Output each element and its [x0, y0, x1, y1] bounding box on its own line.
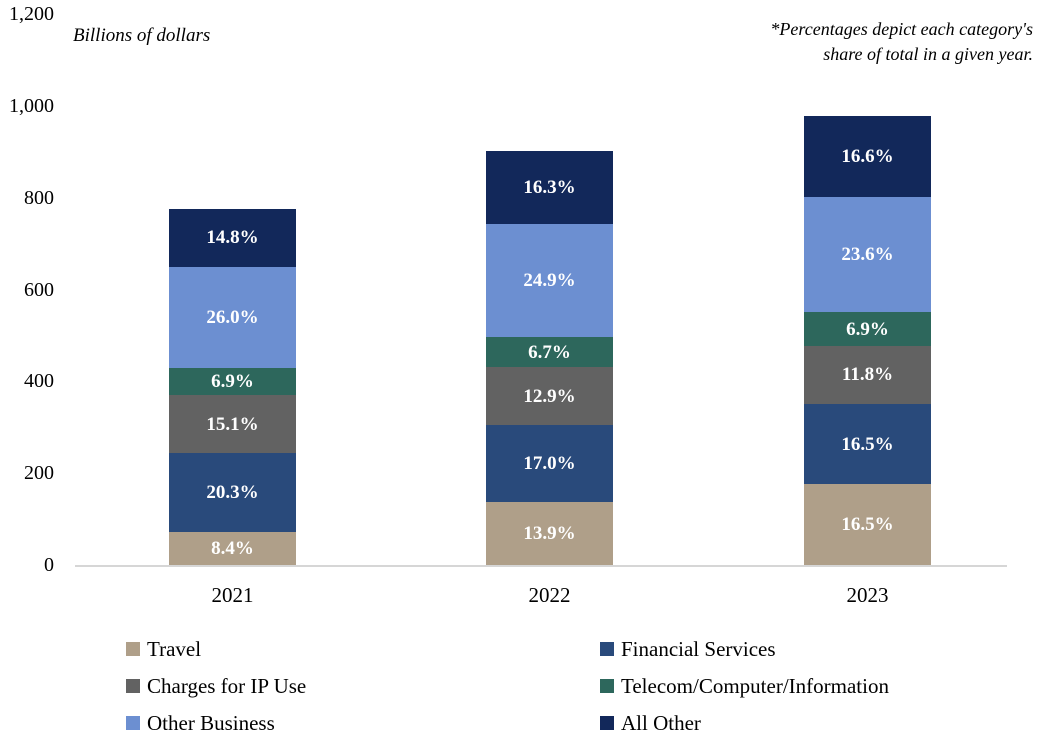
- legend-label: Charges for IP Use: [147, 674, 307, 698]
- bar-segment-other-business: 23.6%: [804, 197, 931, 313]
- bar-segment-charges-for-ip-use: 15.1%: [169, 394, 296, 454]
- legend-swatch-icon: [126, 679, 140, 693]
- segment-percent-label: 23.6%: [841, 244, 894, 266]
- segment-percent-label: 6.7%: [528, 341, 571, 363]
- bar-segment-all-other: 16.6%: [804, 115, 931, 198]
- bar-segment-telecom-computer-information: 6.7%: [486, 336, 613, 368]
- segment-percent-label: 11.8%: [841, 364, 894, 386]
- legend-label: All Other: [621, 711, 701, 735]
- legend-label: Financial Services: [621, 637, 776, 661]
- segment-percent-label: 8.4%: [211, 538, 254, 560]
- bar-segment-telecom-computer-information: 6.9%: [169, 367, 296, 395]
- bar-segment-financial-services: 17.0%: [486, 425, 613, 503]
- legend-item-financial-services: Financial Services: [600, 636, 776, 662]
- bar-segment-all-other: 16.3%: [486, 150, 613, 225]
- legend-item-other-business: Other Business: [126, 710, 275, 736]
- y-axis-tick-label: 200: [24, 462, 54, 485]
- legend-label: Travel: [147, 637, 202, 661]
- y-axis-tick-label: 0: [44, 554, 54, 576]
- segment-percent-label: 16.5%: [841, 433, 894, 455]
- x-axis-year-label: 2021: [211, 583, 254, 607]
- segment-percent-label: 17.0%: [523, 453, 576, 475]
- bar-segment-travel: 16.5%: [804, 484, 931, 565]
- legend-item-travel: Travel: [126, 636, 201, 662]
- bar-segment-charges-for-ip-use: 12.9%: [486, 367, 613, 426]
- bar-segment-telecom-computer-information: 6.9%: [804, 312, 931, 347]
- bar-segment-travel: 8.4%: [169, 532, 296, 565]
- legend-swatch-icon: [600, 642, 614, 656]
- legend-label: Telecom/Computer/Information: [621, 674, 889, 698]
- segment-percent-label: 16.5%: [841, 514, 894, 536]
- segment-percent-label: 12.9%: [523, 385, 576, 407]
- segment-percent-label: 16.3%: [523, 177, 576, 199]
- segment-percent-label: 26.0%: [206, 306, 259, 328]
- y-axis-tick-label: 400: [24, 370, 54, 393]
- x-axis-line: [75, 565, 1007, 567]
- y-axis-tick-label: 800: [24, 186, 54, 209]
- legend-swatch-icon: [600, 716, 614, 730]
- x-axis-year-label: 2022: [528, 583, 571, 607]
- footnote-line-1: *Percentages depict each category's: [770, 19, 1033, 39]
- footnote-line-2: share of total in a given year.: [823, 44, 1033, 64]
- segment-percent-label: 14.8%: [206, 227, 259, 249]
- x-axis-year-label: 2023: [846, 583, 889, 607]
- legend-label: Other Business: [147, 711, 275, 735]
- legend-swatch-icon: [126, 642, 140, 656]
- percentages-footnote: *Percentages depict each category's shar…: [770, 17, 1033, 67]
- bar-segment-charges-for-ip-use: 11.8%: [804, 346, 931, 404]
- segment-percent-label: 13.9%: [523, 523, 576, 545]
- legend-item-telecom-computer-information: Telecom/Computer/Information: [600, 673, 889, 699]
- legend-item-all-other: All Other: [600, 710, 701, 736]
- segment-percent-label: 16.6%: [841, 145, 894, 167]
- legend-swatch-icon: [126, 716, 140, 730]
- segment-percent-label: 24.9%: [523, 270, 576, 292]
- segment-percent-label: 15.1%: [206, 413, 259, 435]
- legend-swatch-icon: [600, 679, 614, 693]
- bar-segment-other-business: 26.0%: [169, 266, 296, 368]
- y-axis-tick-label: 1,200: [9, 3, 54, 25]
- y-axis-units-label: Billions of dollars: [73, 25, 211, 46]
- segment-percent-label: 6.9%: [211, 370, 254, 392]
- bar-segment-travel: 13.9%: [486, 502, 613, 565]
- bar-segment-other-business: 24.9%: [486, 224, 613, 337]
- segment-percent-label: 20.3%: [206, 482, 259, 504]
- y-axis-tick-label: 600: [24, 278, 54, 301]
- legend-item-charges-for-ip-use: Charges for IP Use: [126, 673, 306, 699]
- bar-segment-all-other: 14.8%: [169, 209, 296, 267]
- bar-segment-financial-services: 20.3%: [169, 453, 296, 533]
- segment-percent-label: 6.9%: [846, 318, 889, 340]
- y-axis-tick-label: 1,000: [9, 94, 54, 117]
- bar-segment-financial-services: 16.5%: [804, 403, 931, 485]
